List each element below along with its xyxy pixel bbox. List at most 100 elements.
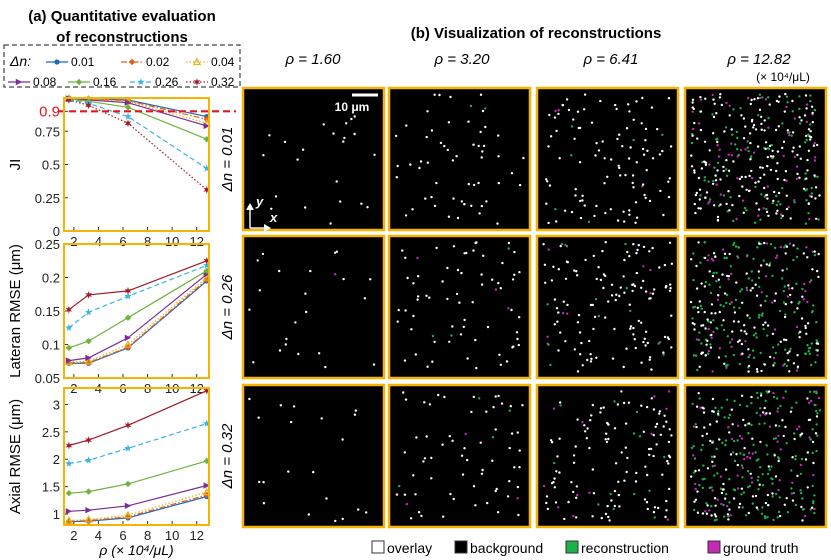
overlay-dot xyxy=(575,270,578,273)
reconstruction-dot xyxy=(805,138,808,142)
overlay-dot xyxy=(517,343,520,347)
reconstruction-dot xyxy=(718,285,722,289)
overlay-dot xyxy=(623,258,626,262)
reconstruction-dot xyxy=(770,465,773,468)
reconstruction-dot xyxy=(690,141,693,145)
reconstruction-dot xyxy=(795,282,798,285)
overlay-dot xyxy=(813,250,816,253)
overlay-dot xyxy=(736,463,739,467)
overlay-dot xyxy=(695,425,698,429)
reconstruction-dot xyxy=(800,457,804,461)
overlay-dot xyxy=(573,137,576,140)
overlay-dot xyxy=(768,264,771,267)
overlay-dot xyxy=(779,340,782,343)
reconstruction-dot xyxy=(716,137,719,141)
overlay-dot xyxy=(706,504,709,507)
overlay-dot xyxy=(292,405,296,408)
reconstruction-dot xyxy=(727,416,730,420)
overlay-dot xyxy=(614,298,617,302)
overlay-dot xyxy=(763,186,766,190)
overlay-dot xyxy=(786,129,789,132)
legend-frame xyxy=(3,44,241,88)
overlay-dot xyxy=(758,108,762,112)
reconstruction-dot xyxy=(784,390,787,393)
reconstruction-dot xyxy=(745,405,749,408)
overlay-dot xyxy=(631,181,634,185)
reconstruction-dot xyxy=(778,425,781,428)
reconstruction-dot xyxy=(766,472,770,476)
ground-truth-dot xyxy=(816,354,819,357)
overlay-dot xyxy=(435,181,438,185)
overlay-dot xyxy=(564,340,567,343)
overlay-dot xyxy=(732,320,736,323)
overlay-dot xyxy=(807,128,811,131)
overlay-dot xyxy=(702,411,706,414)
overlay-dot xyxy=(507,241,511,245)
overlay-dot xyxy=(604,241,607,244)
ground-truth-dot xyxy=(416,256,419,260)
overlay-dot xyxy=(691,322,694,325)
ground-truth-dot xyxy=(799,463,802,467)
overlay-dot xyxy=(581,199,584,202)
overlay-dot xyxy=(693,500,696,503)
reconstruction-dot xyxy=(756,391,759,395)
overlay-dot xyxy=(744,125,747,128)
overlay-dot xyxy=(304,206,307,209)
reconstruction-dot xyxy=(431,334,435,338)
overlay-dot xyxy=(404,256,407,259)
overlay-dot xyxy=(460,454,464,457)
reconstruction-dot xyxy=(746,254,749,257)
data-point-0.32 xyxy=(203,256,211,265)
overlay-dot xyxy=(624,446,627,449)
overlay-dot xyxy=(768,103,771,106)
overlay-dot xyxy=(622,401,626,405)
overlay-dot xyxy=(658,410,662,413)
data-point-0.08 xyxy=(124,334,132,341)
overlay-dot xyxy=(652,454,655,458)
overlay-dot xyxy=(791,150,794,153)
x-tick-label: 8 xyxy=(144,528,151,543)
overlay-dot xyxy=(759,176,762,180)
overlay-dot xyxy=(405,124,408,127)
overlay-dot xyxy=(553,116,557,119)
overlay-dot xyxy=(700,282,703,285)
reconstruction-dot xyxy=(776,407,780,410)
series-line-0.01 xyxy=(68,280,208,364)
reconstruction-dot xyxy=(713,166,716,169)
x-tick-label: 12 xyxy=(189,528,203,543)
reconstruction-dot xyxy=(709,343,712,346)
overlay-dot xyxy=(518,271,521,274)
reconstruction-image xyxy=(387,234,532,380)
x-tick-label: 10 xyxy=(165,528,179,543)
overlay-dot xyxy=(701,512,705,515)
overlay-dot xyxy=(426,161,429,164)
overlay-dot xyxy=(290,420,293,424)
reconstruction-dot xyxy=(759,407,762,410)
reconstruction-dot xyxy=(808,123,812,126)
overlay-dot xyxy=(577,126,580,130)
reconstruction-dot xyxy=(712,271,715,275)
overlay-dot xyxy=(799,157,802,160)
overlay-dot xyxy=(617,480,620,483)
overlay-dot xyxy=(613,427,617,430)
overlay-dot xyxy=(719,93,722,96)
overlay-dot xyxy=(607,300,610,303)
y-arrow-head xyxy=(246,203,254,210)
ground-truth-dot xyxy=(805,246,808,249)
reconstruction-dot xyxy=(700,342,703,345)
reconstruction-dot xyxy=(784,313,787,316)
overlay-dot xyxy=(762,323,765,326)
overlay-dot xyxy=(575,485,578,488)
overlay-dot xyxy=(648,358,651,361)
reconstruction-dot xyxy=(729,196,732,199)
data-point-0.26 xyxy=(65,459,73,467)
ground-truth-dot xyxy=(777,488,780,492)
series-line-0.16 xyxy=(68,270,208,349)
overlay-dot xyxy=(815,217,818,220)
overlay-dot xyxy=(631,283,634,286)
overlay-dot xyxy=(798,336,801,339)
reconstruction-dot xyxy=(547,343,550,346)
ground-truth-dot xyxy=(711,370,714,373)
reconstruction-dot xyxy=(697,338,701,342)
reconstruction-dot xyxy=(732,306,736,309)
